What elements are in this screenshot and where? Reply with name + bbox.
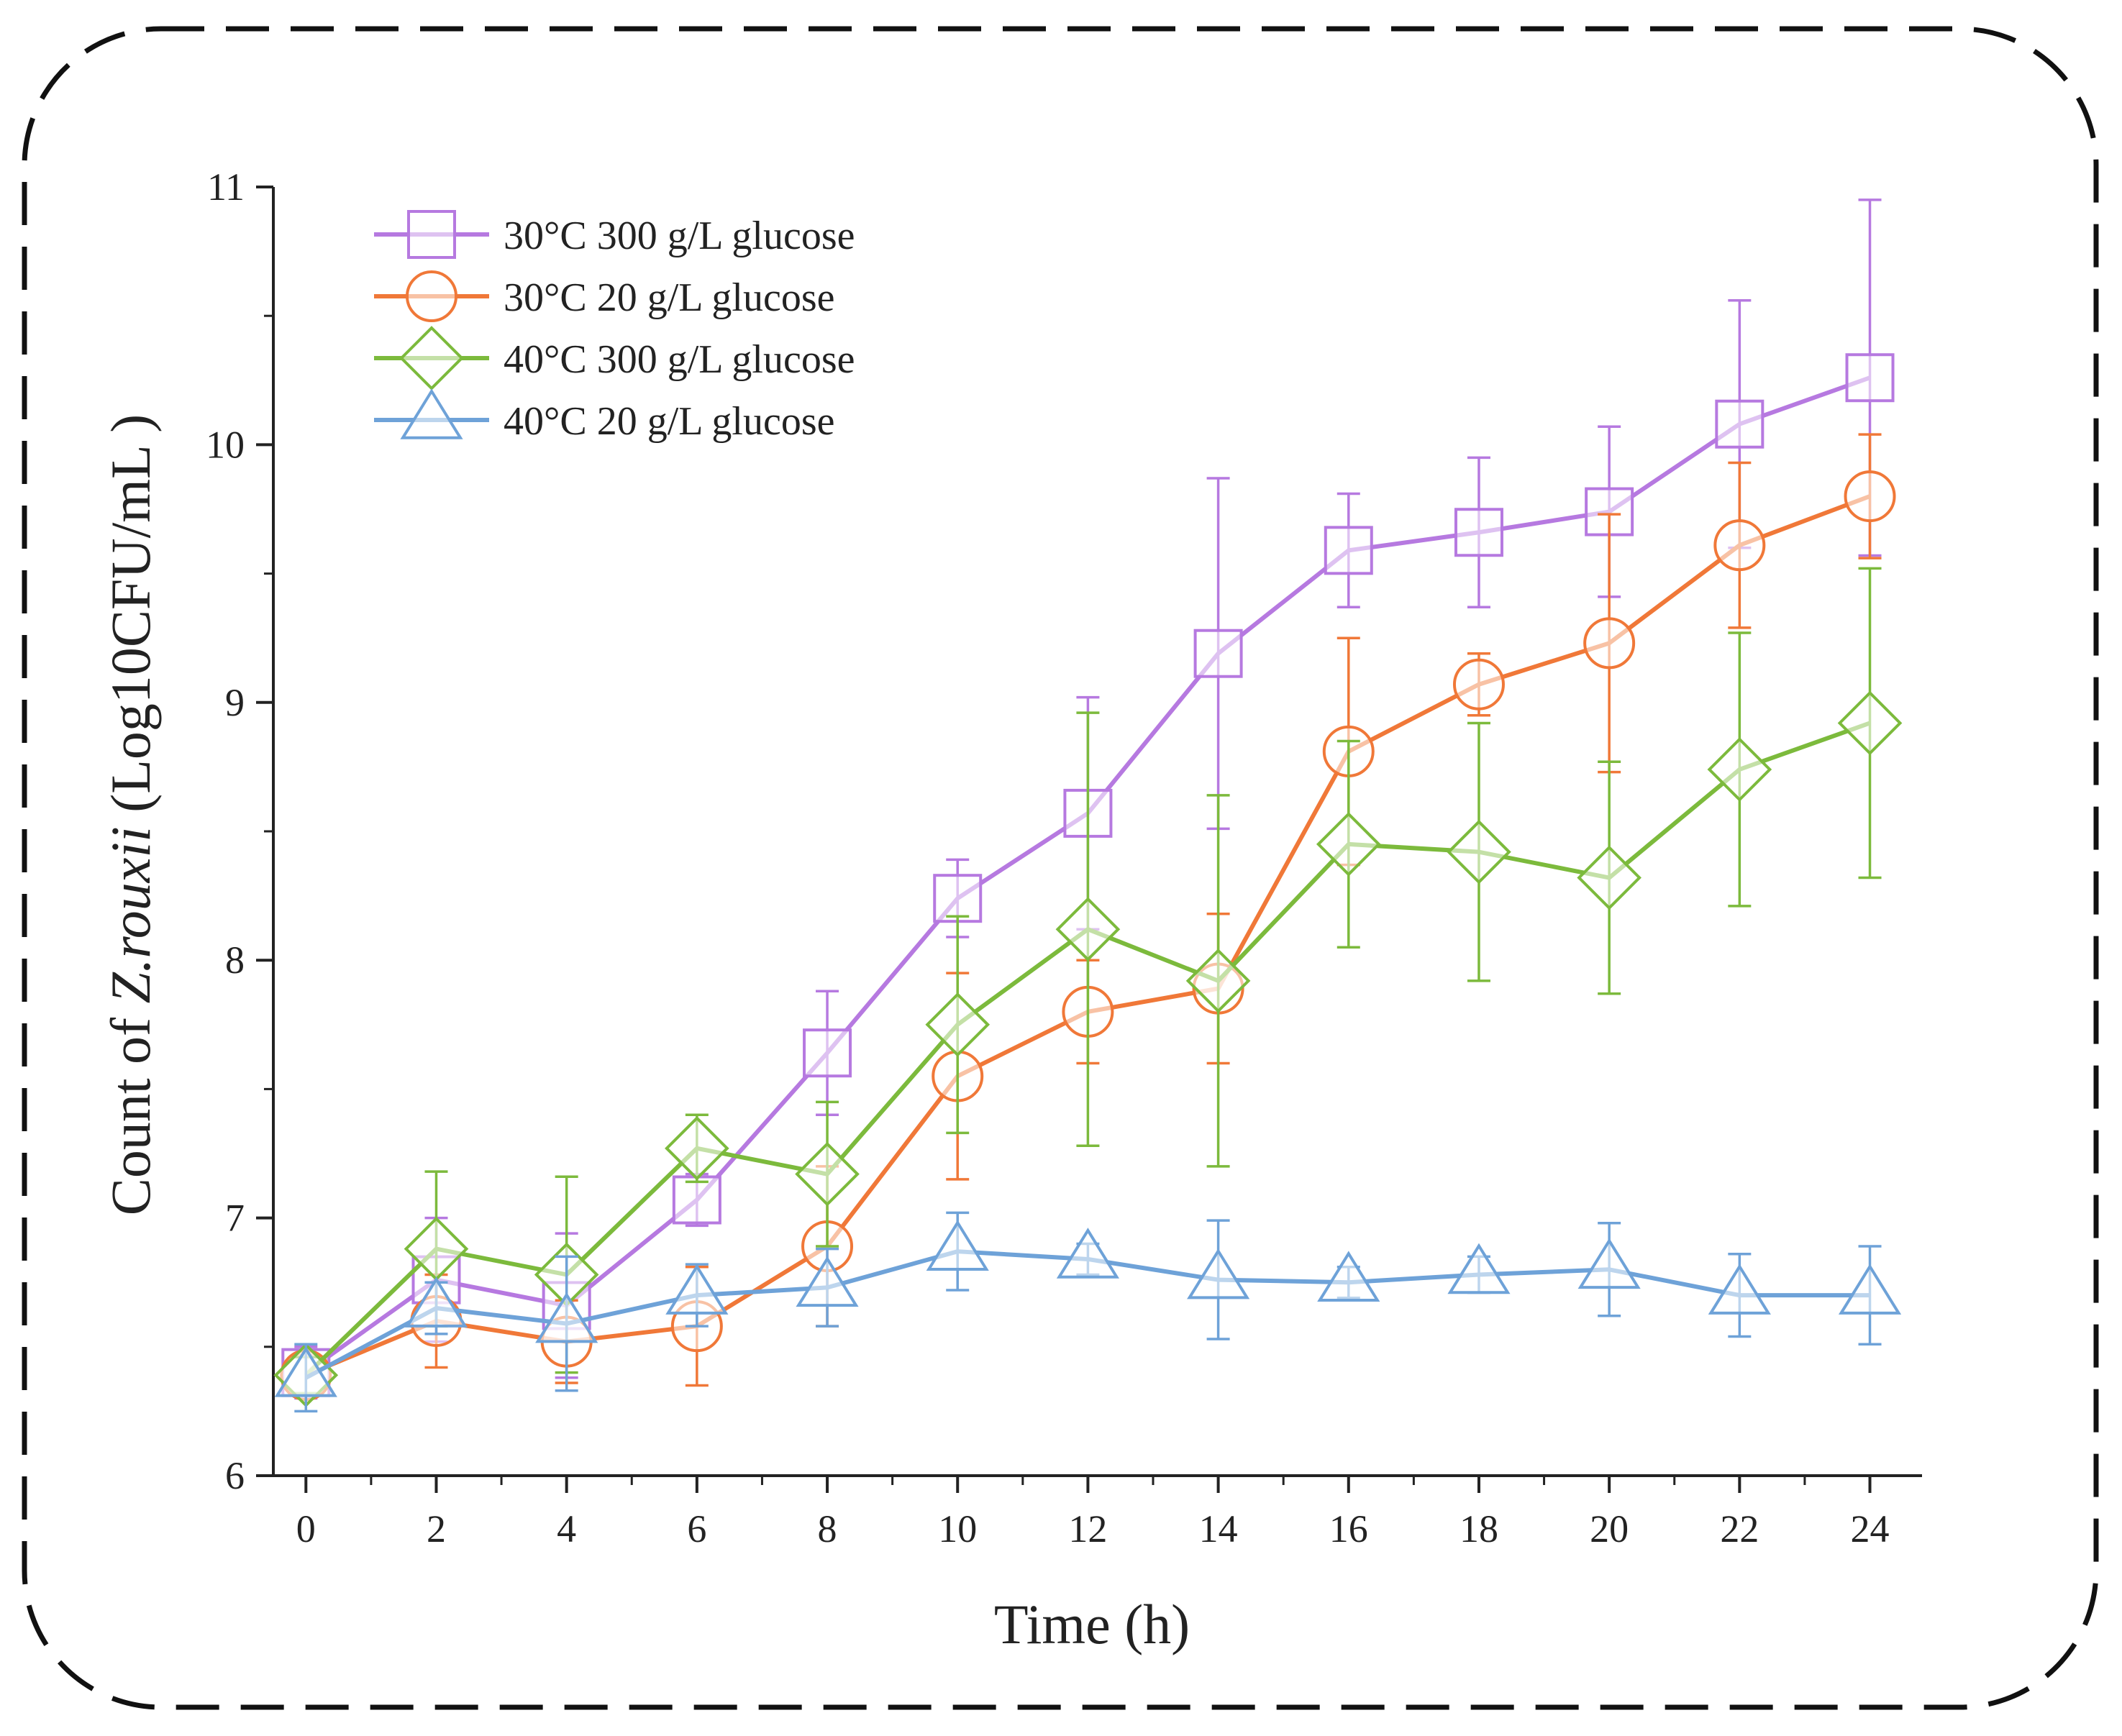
data-point	[1185, 949, 1251, 1013]
data-point	[925, 992, 991, 1057]
y-tick-label: 6	[225, 1454, 245, 1497]
data-point	[1577, 1238, 1641, 1289]
series-4	[274, 1211, 1902, 1413]
legend-label: 40°C 20 g/L glucose	[504, 399, 835, 444]
plot-area	[273, 198, 1903, 1413]
data-point	[672, 1175, 721, 1225]
legend-item: 30°C 20 g/L glucose	[374, 270, 835, 322]
data-point	[1837, 690, 1903, 756]
y-tick-label: 7	[225, 1197, 245, 1240]
legend-marker	[407, 210, 456, 259]
x-tick-label: 24	[1851, 1507, 1890, 1550]
x-tick-label: 6	[687, 1507, 706, 1550]
data-point	[1844, 470, 1896, 523]
data-point	[1317, 1251, 1380, 1302]
data-point	[1055, 897, 1121, 962]
y-axis-title-species: Z.rouxii	[99, 826, 162, 1003]
data-point	[1056, 1228, 1119, 1279]
legend-item: 40°C 20 g/L glucose	[374, 388, 835, 444]
data-point	[1324, 526, 1373, 575]
legend-label: 30°C 300 g/L glucose	[504, 214, 855, 258]
legend-item: 40°C 300 g/L glucose	[374, 326, 855, 390]
data-point	[1187, 1248, 1250, 1299]
data-point	[1715, 399, 1764, 449]
x-tick-label: 4	[557, 1507, 576, 1550]
data-point	[926, 1220, 989, 1271]
data-point	[665, 1116, 729, 1181]
data-point	[404, 1276, 468, 1328]
dashed-frame	[22, 26, 2099, 1710]
x-tick-label: 10	[938, 1507, 977, 1550]
data-point	[1838, 1264, 1902, 1315]
x-tick-label: 14	[1199, 1507, 1238, 1550]
data-point	[1454, 508, 1503, 557]
data-point	[665, 1264, 729, 1315]
series-3	[273, 567, 1903, 1408]
data-point	[1845, 353, 1895, 403]
legend-label: 30°C 20 g/L glucose	[504, 275, 835, 320]
x-tick-label: 0	[296, 1507, 316, 1550]
data-point	[1708, 1264, 1771, 1315]
data-point	[795, 1141, 860, 1207]
data-point	[535, 1292, 598, 1343]
y-tick-label: 11	[207, 165, 245, 209]
data-point	[803, 1028, 852, 1078]
data-point	[1447, 1243, 1511, 1294]
y-axis-title: Count of Z.rouxii (Log10CFU/mL )	[99, 414, 162, 1215]
x-tick-label: 2	[427, 1507, 446, 1550]
data-point	[933, 874, 983, 923]
x-tick-label: 8	[818, 1507, 837, 1550]
data-point	[1447, 819, 1511, 885]
legend-marker	[400, 388, 463, 439]
x-tick-label: 12	[1068, 1507, 1107, 1550]
data-point	[1713, 519, 1766, 572]
data-point	[1577, 845, 1641, 910]
legend-item: 30°C 300 g/L glucose	[374, 210, 855, 259]
data-point	[1583, 617, 1636, 670]
y-tick-label: 8	[225, 938, 245, 982]
legend: 30°C 300 g/L glucose 30°C 20 g/L glucose 4…	[374, 210, 855, 444]
x-tick-label: 20	[1590, 1507, 1629, 1550]
data-point	[1193, 629, 1243, 678]
legend-label: 40°C 300 g/L glucose	[504, 337, 855, 382]
data-point	[796, 1256, 859, 1307]
legend-marker	[399, 326, 464, 390]
y-axis-title-unit: (Log10CFU/mL )	[99, 414, 162, 826]
data-point	[1707, 737, 1772, 802]
y-tick-label: 9	[225, 681, 245, 724]
y-tick-label: 10	[206, 423, 245, 466]
data-point	[1452, 658, 1505, 711]
data-point	[274, 1346, 337, 1397]
data-point	[1316, 812, 1381, 877]
x-tick-label: 22	[1720, 1507, 1759, 1550]
y-axis-title-prefix: Count of	[99, 1004, 162, 1216]
x-axis-title: Time (h)	[994, 1593, 1190, 1655]
legend-marker	[406, 270, 457, 322]
x-tick-label: 18	[1460, 1507, 1498, 1550]
x-tick-label: 16	[1329, 1507, 1368, 1550]
